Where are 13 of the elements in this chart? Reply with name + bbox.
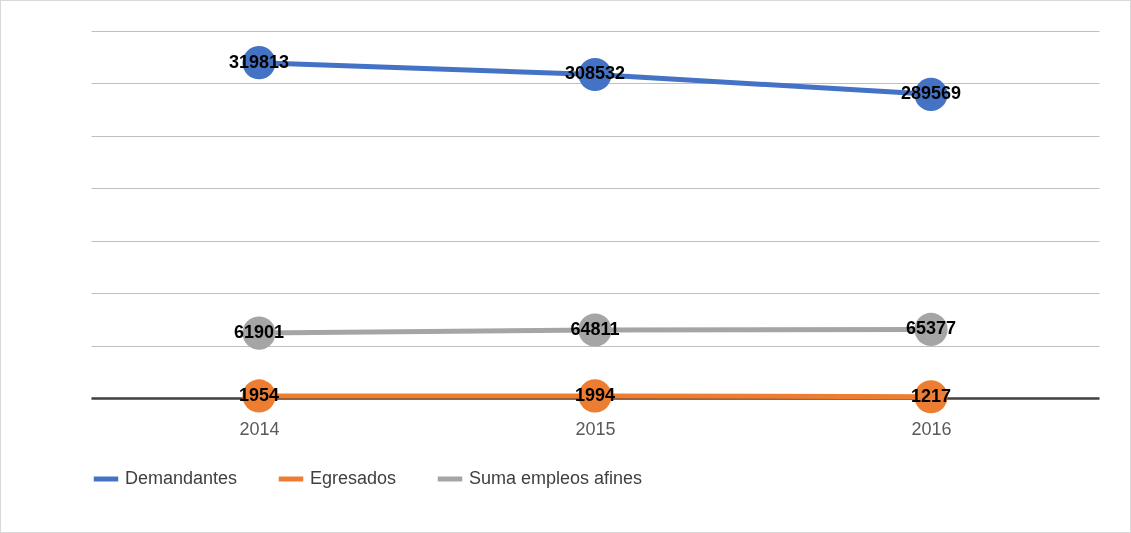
data-label: 61901 <box>233 322 285 343</box>
legend-label: Suma empleos afines <box>469 468 643 488</box>
data-label: 64811 <box>570 319 620 340</box>
x-tick-label: 2015 <box>575 418 616 439</box>
data-label: 1954 <box>238 384 280 405</box>
data-label: 65377 <box>905 318 957 339</box>
x-tick-label: 2014 <box>239 418 280 439</box>
legend-label: Egresados <box>310 468 397 488</box>
data-label: 308532 <box>564 63 626 84</box>
data-label: 1994 <box>574 384 616 405</box>
data-label: 1217 <box>910 385 952 406</box>
legend-label: Demandantes <box>125 468 238 488</box>
x-tick-label: 2016 <box>911 418 952 439</box>
